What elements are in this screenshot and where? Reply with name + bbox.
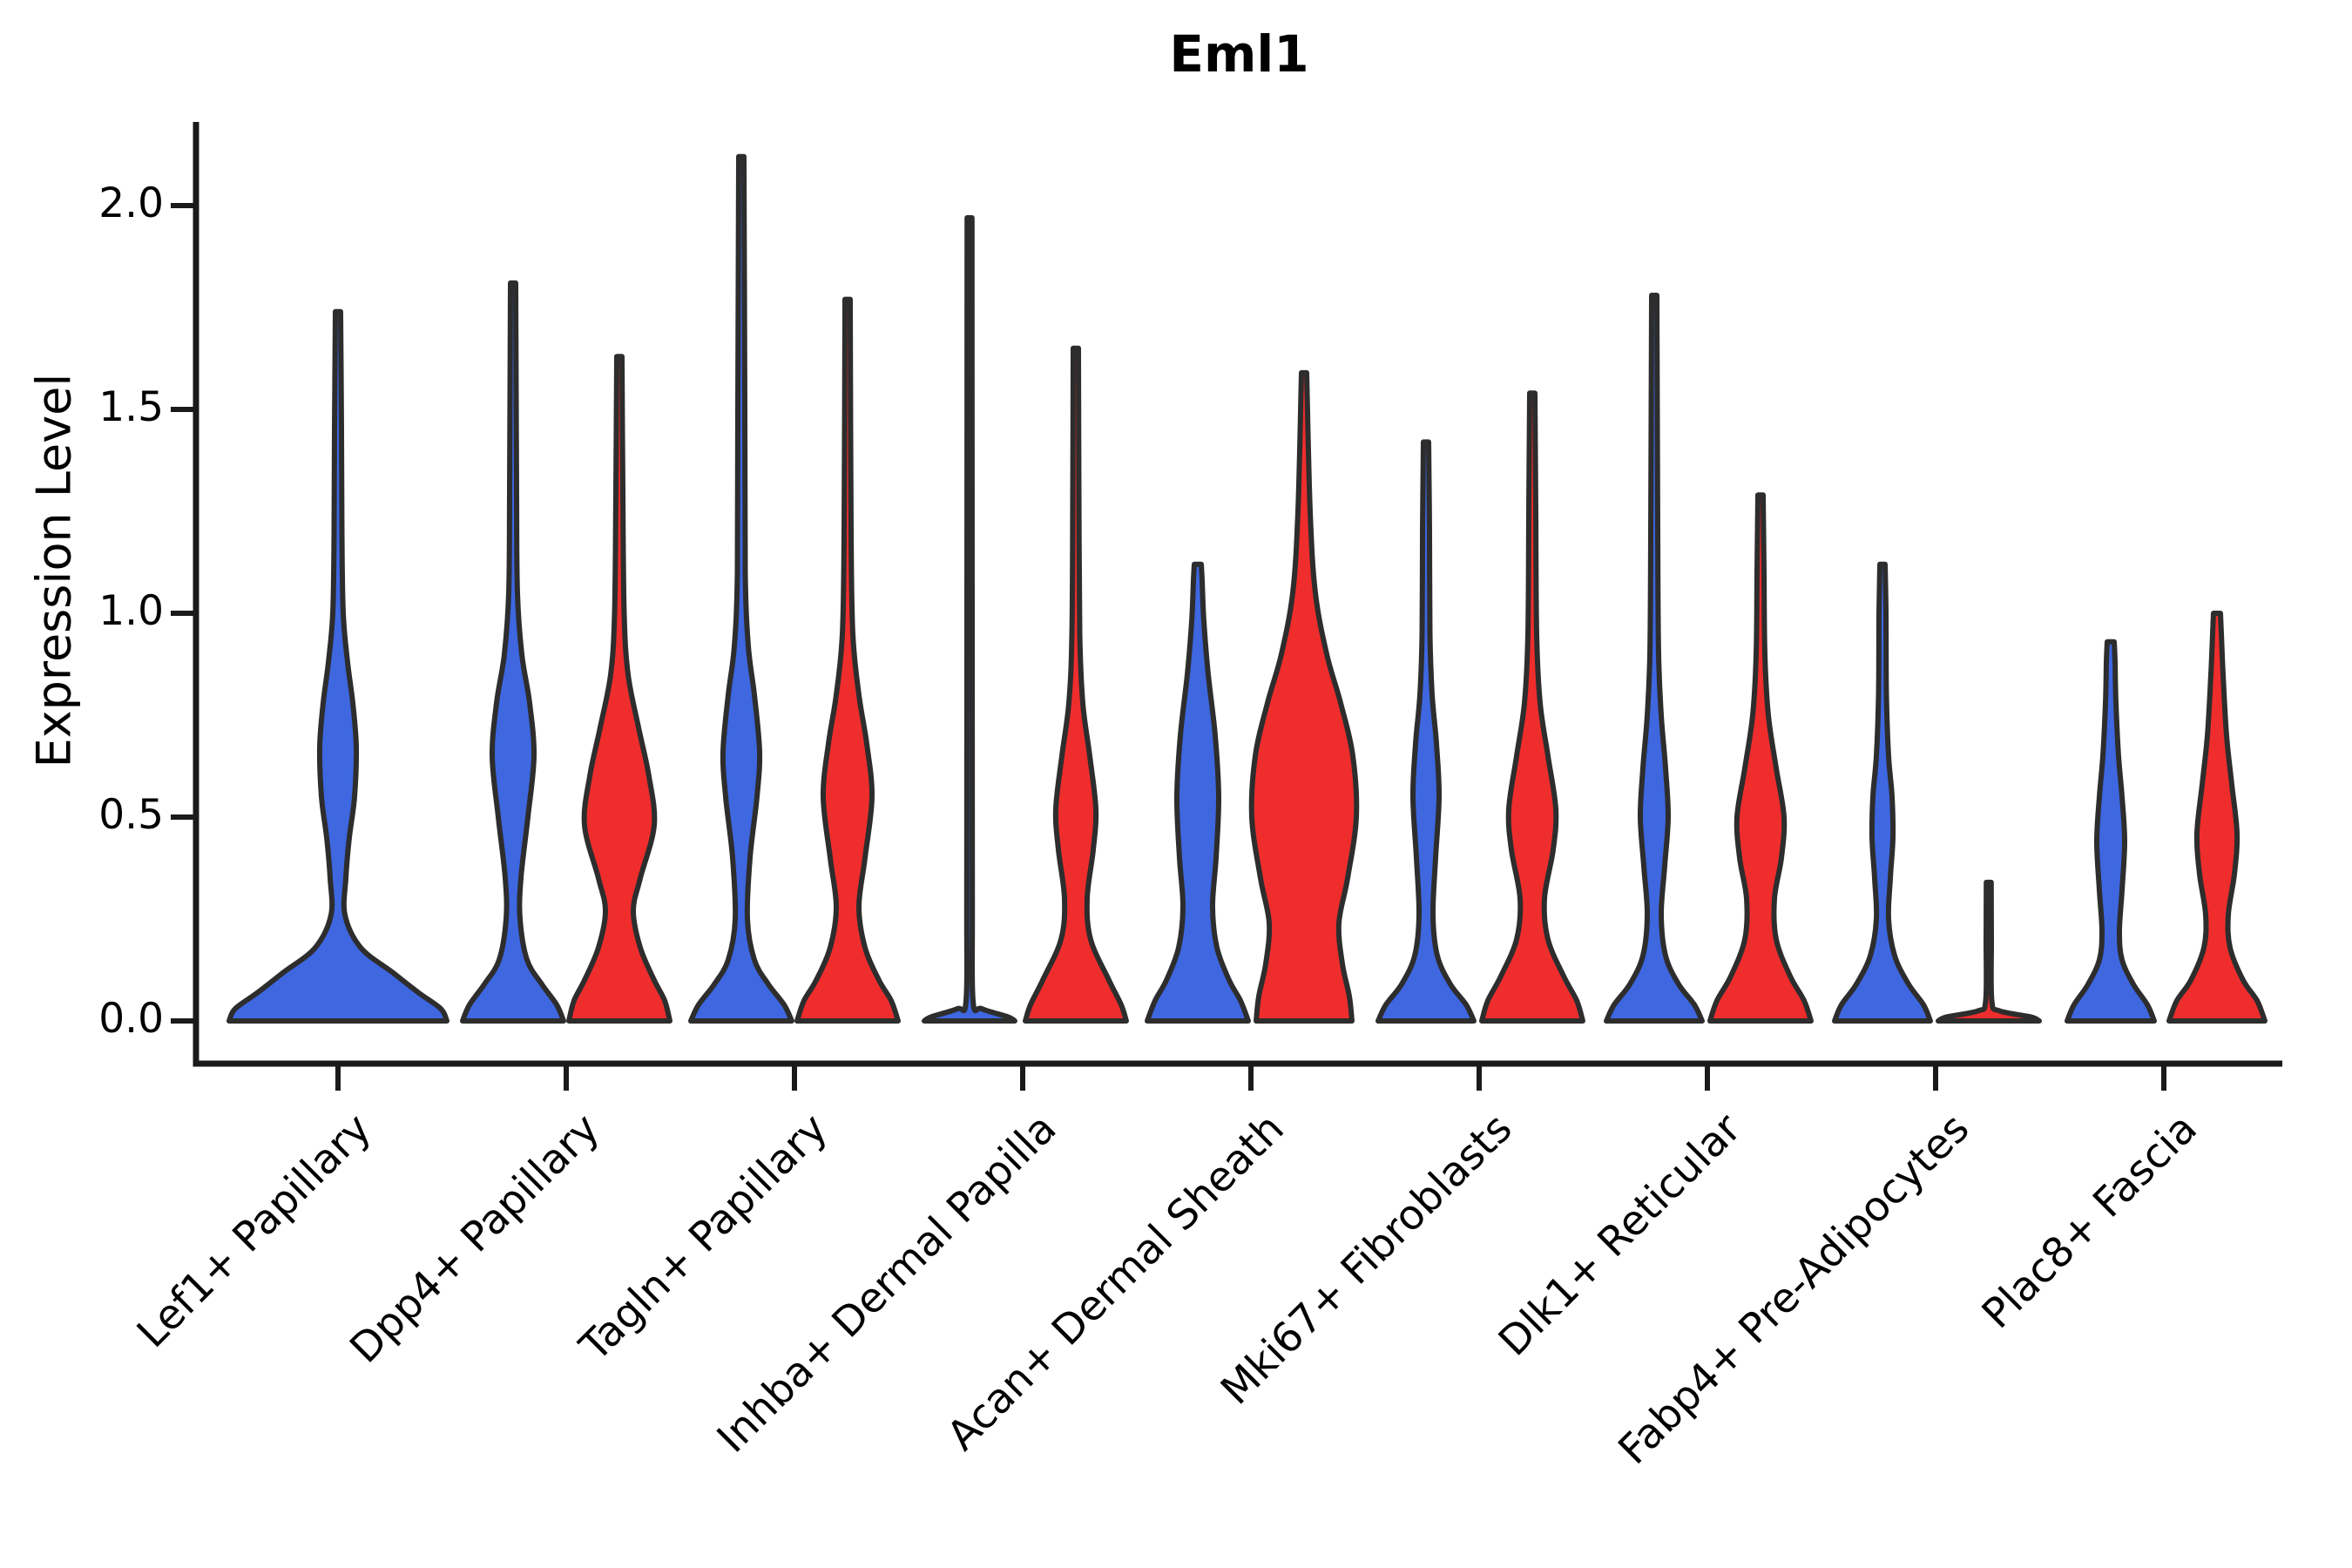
violin-0-blue bbox=[226, 308, 449, 1024]
violin-6-red bbox=[1707, 492, 1814, 1024]
violin-8-red bbox=[2166, 611, 2268, 1024]
violins-layer bbox=[226, 153, 2268, 1024]
violin-3-red bbox=[1023, 345, 1129, 1024]
violin-4-blue bbox=[1145, 561, 1251, 1024]
violin-5-blue bbox=[1375, 439, 1477, 1024]
violin-6-blue bbox=[1604, 293, 1705, 1024]
violin-4-red bbox=[1248, 369, 1360, 1024]
violin-3-blue bbox=[922, 215, 1017, 1024]
axis-spines bbox=[193, 122, 2282, 1067]
violin-2-blue bbox=[688, 153, 794, 1024]
violin-2-red bbox=[794, 296, 901, 1024]
violin-7-blue bbox=[1832, 561, 1933, 1024]
violin-1-blue bbox=[460, 280, 566, 1024]
axis-ticks-layer bbox=[171, 203, 2166, 1091]
violin-8-blue bbox=[2065, 639, 2157, 1024]
violin-5-red bbox=[1479, 390, 1585, 1024]
violin-1-red bbox=[566, 354, 672, 1024]
y-tick-label-2: 1.0 bbox=[98, 587, 164, 635]
y-tick-label-1: 0.5 bbox=[98, 791, 164, 839]
y-tick-label-3: 1.5 bbox=[98, 383, 164, 431]
chart-title: Eml1 bbox=[1169, 24, 1309, 84]
violin-7-red bbox=[1936, 879, 2042, 1024]
y-tick-label-4: 2.0 bbox=[98, 179, 164, 227]
y-axis-label: Expression Level bbox=[26, 373, 82, 768]
y-tick-label-0: 0.0 bbox=[98, 995, 164, 1043]
